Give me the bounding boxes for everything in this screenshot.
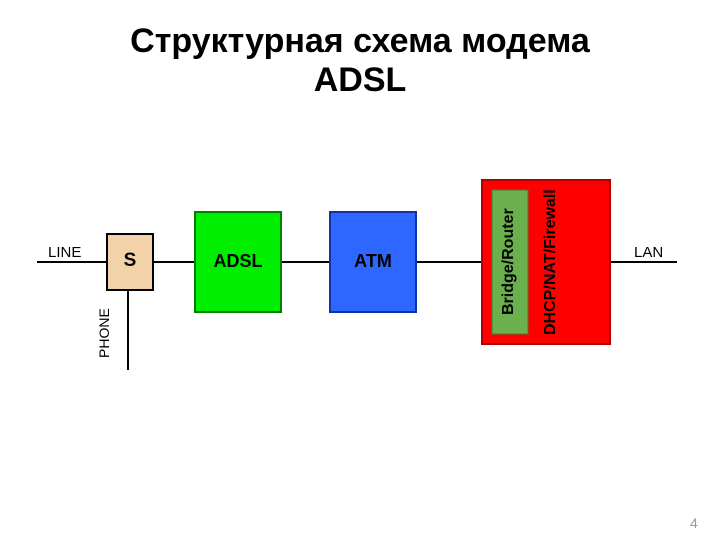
adsl-label: ADSL <box>195 251 281 272</box>
line-label: LINE <box>48 244 81 261</box>
dhcp-line1: DHCP/ <box>542 285 560 335</box>
dhcp-nat-label: DHCP/ NAT/Firewall <box>542 190 560 334</box>
splitter-label: S <box>107 250 153 272</box>
bridge-router-label: Bridge/Router <box>500 190 518 334</box>
slide-number: 4 <box>690 515 698 531</box>
phone-label: PHONE <box>96 300 112 366</box>
dhcp-line2: NAT/Firewall <box>542 189 560 285</box>
lan-label: LAN <box>634 244 663 261</box>
atm-label: ATM <box>330 251 416 272</box>
